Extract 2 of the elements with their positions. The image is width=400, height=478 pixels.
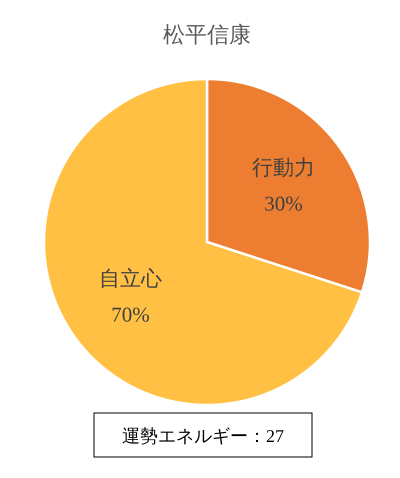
- annotation: 運勢エネルギー：27: [122, 426, 284, 446]
- title: 松平信康: [163, 22, 251, 47]
